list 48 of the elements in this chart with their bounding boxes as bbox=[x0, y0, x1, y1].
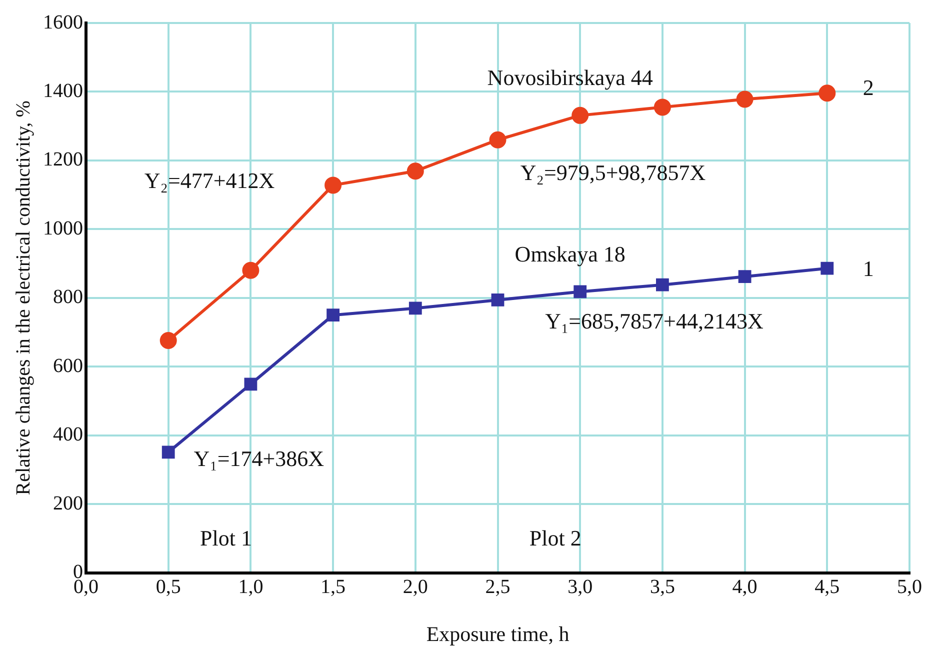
point bbox=[406, 162, 424, 180]
point bbox=[654, 98, 671, 116]
y-tick-label: 200 bbox=[53, 492, 83, 514]
y-tick-label: 800 bbox=[53, 286, 83, 308]
point bbox=[324, 176, 342, 194]
y-tick-label: 600 bbox=[53, 354, 83, 377]
x-tick-label: 1,5 bbox=[320, 576, 346, 598]
point bbox=[326, 308, 340, 322]
y-tick-label: 1200 bbox=[43, 148, 83, 171]
series-label: Omskaya 18 bbox=[514, 241, 626, 266]
annotation: Plot 1 bbox=[200, 526, 252, 551]
point bbox=[489, 131, 506, 148]
point bbox=[160, 332, 177, 350]
x-axis-title: Exposure time, h bbox=[426, 622, 570, 646]
x-tick-label: 2,0 bbox=[402, 576, 428, 598]
x-tick-label: 0,5 bbox=[156, 576, 181, 598]
point bbox=[820, 262, 834, 275]
y-tick-label: 400 bbox=[53, 424, 83, 446]
x-tick-label: 3,0 bbox=[568, 576, 593, 598]
point bbox=[242, 262, 260, 279]
point bbox=[408, 302, 422, 315]
annotation: Y₁=685,7857+44,2143X bbox=[545, 308, 764, 334]
point bbox=[491, 294, 504, 306]
y-axis-title: Relative changes in the electrical conductivity, % bbox=[12, 100, 34, 496]
x-tick-label: 4,5 bbox=[814, 576, 840, 598]
point bbox=[574, 285, 587, 298]
point bbox=[244, 378, 258, 391]
x-tick-label: 4,0 bbox=[732, 576, 758, 598]
annotation: Plot 2 bbox=[529, 526, 582, 551]
point bbox=[736, 90, 754, 108]
annotation: 1 bbox=[862, 256, 874, 282]
x-tick-label: 3,5 bbox=[650, 576, 675, 598]
point bbox=[738, 270, 752, 284]
y-tick-label: 1400 bbox=[43, 80, 83, 102]
annotation: 2 bbox=[862, 74, 874, 100]
x-tick-label: 2,5 bbox=[485, 576, 510, 598]
point bbox=[818, 84, 836, 102]
point bbox=[572, 106, 589, 124]
annotation: Y₂=979,5+98,7857X bbox=[520, 160, 706, 185]
annotation: Y₁=174+386X bbox=[194, 446, 324, 471]
x-tick-label: 5,0 bbox=[897, 576, 922, 598]
point bbox=[162, 446, 175, 459]
x-tick-label: 1,0 bbox=[238, 576, 264, 598]
y-tick-label: 1600 bbox=[43, 11, 83, 34]
y-tick-label: 1000 bbox=[43, 217, 83, 240]
series-label: Novosibirskaya 44 bbox=[487, 65, 653, 90]
point bbox=[656, 278, 669, 292]
annotation: Y₂=477+412X bbox=[144, 168, 275, 194]
